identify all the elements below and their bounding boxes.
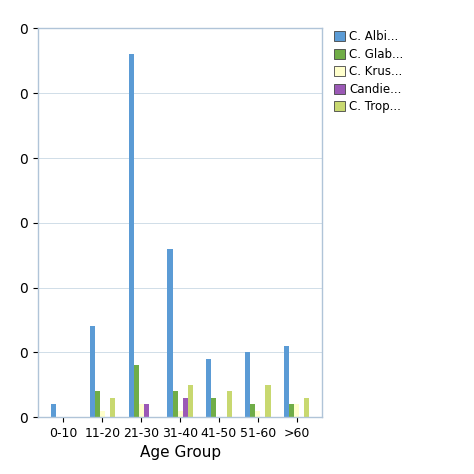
Bar bbox=[289, 404, 294, 417]
Bar bbox=[110, 398, 115, 417]
Bar bbox=[134, 365, 139, 417]
Bar bbox=[255, 410, 260, 417]
Bar bbox=[182, 398, 188, 417]
Bar bbox=[206, 359, 211, 417]
Bar bbox=[173, 391, 178, 417]
Bar bbox=[51, 404, 56, 417]
Bar bbox=[250, 404, 255, 417]
Bar bbox=[139, 404, 144, 417]
Bar bbox=[128, 55, 134, 417]
X-axis label: Age Group: Age Group bbox=[139, 446, 221, 460]
Bar bbox=[188, 385, 193, 417]
Bar bbox=[90, 327, 95, 417]
Bar bbox=[284, 346, 289, 417]
Legend: C. Albi..., C. Glab..., C. Krus..., Candie..., C. Trop...: C. Albi..., C. Glab..., C. Krus..., Cand… bbox=[334, 30, 403, 113]
Bar bbox=[294, 404, 299, 417]
Bar bbox=[265, 385, 271, 417]
Bar bbox=[144, 404, 149, 417]
Bar bbox=[100, 410, 105, 417]
Bar bbox=[167, 249, 173, 417]
Bar bbox=[227, 391, 232, 417]
Bar bbox=[95, 391, 100, 417]
Bar bbox=[211, 398, 217, 417]
Bar bbox=[245, 352, 250, 417]
Bar bbox=[178, 410, 182, 417]
Bar bbox=[304, 398, 310, 417]
